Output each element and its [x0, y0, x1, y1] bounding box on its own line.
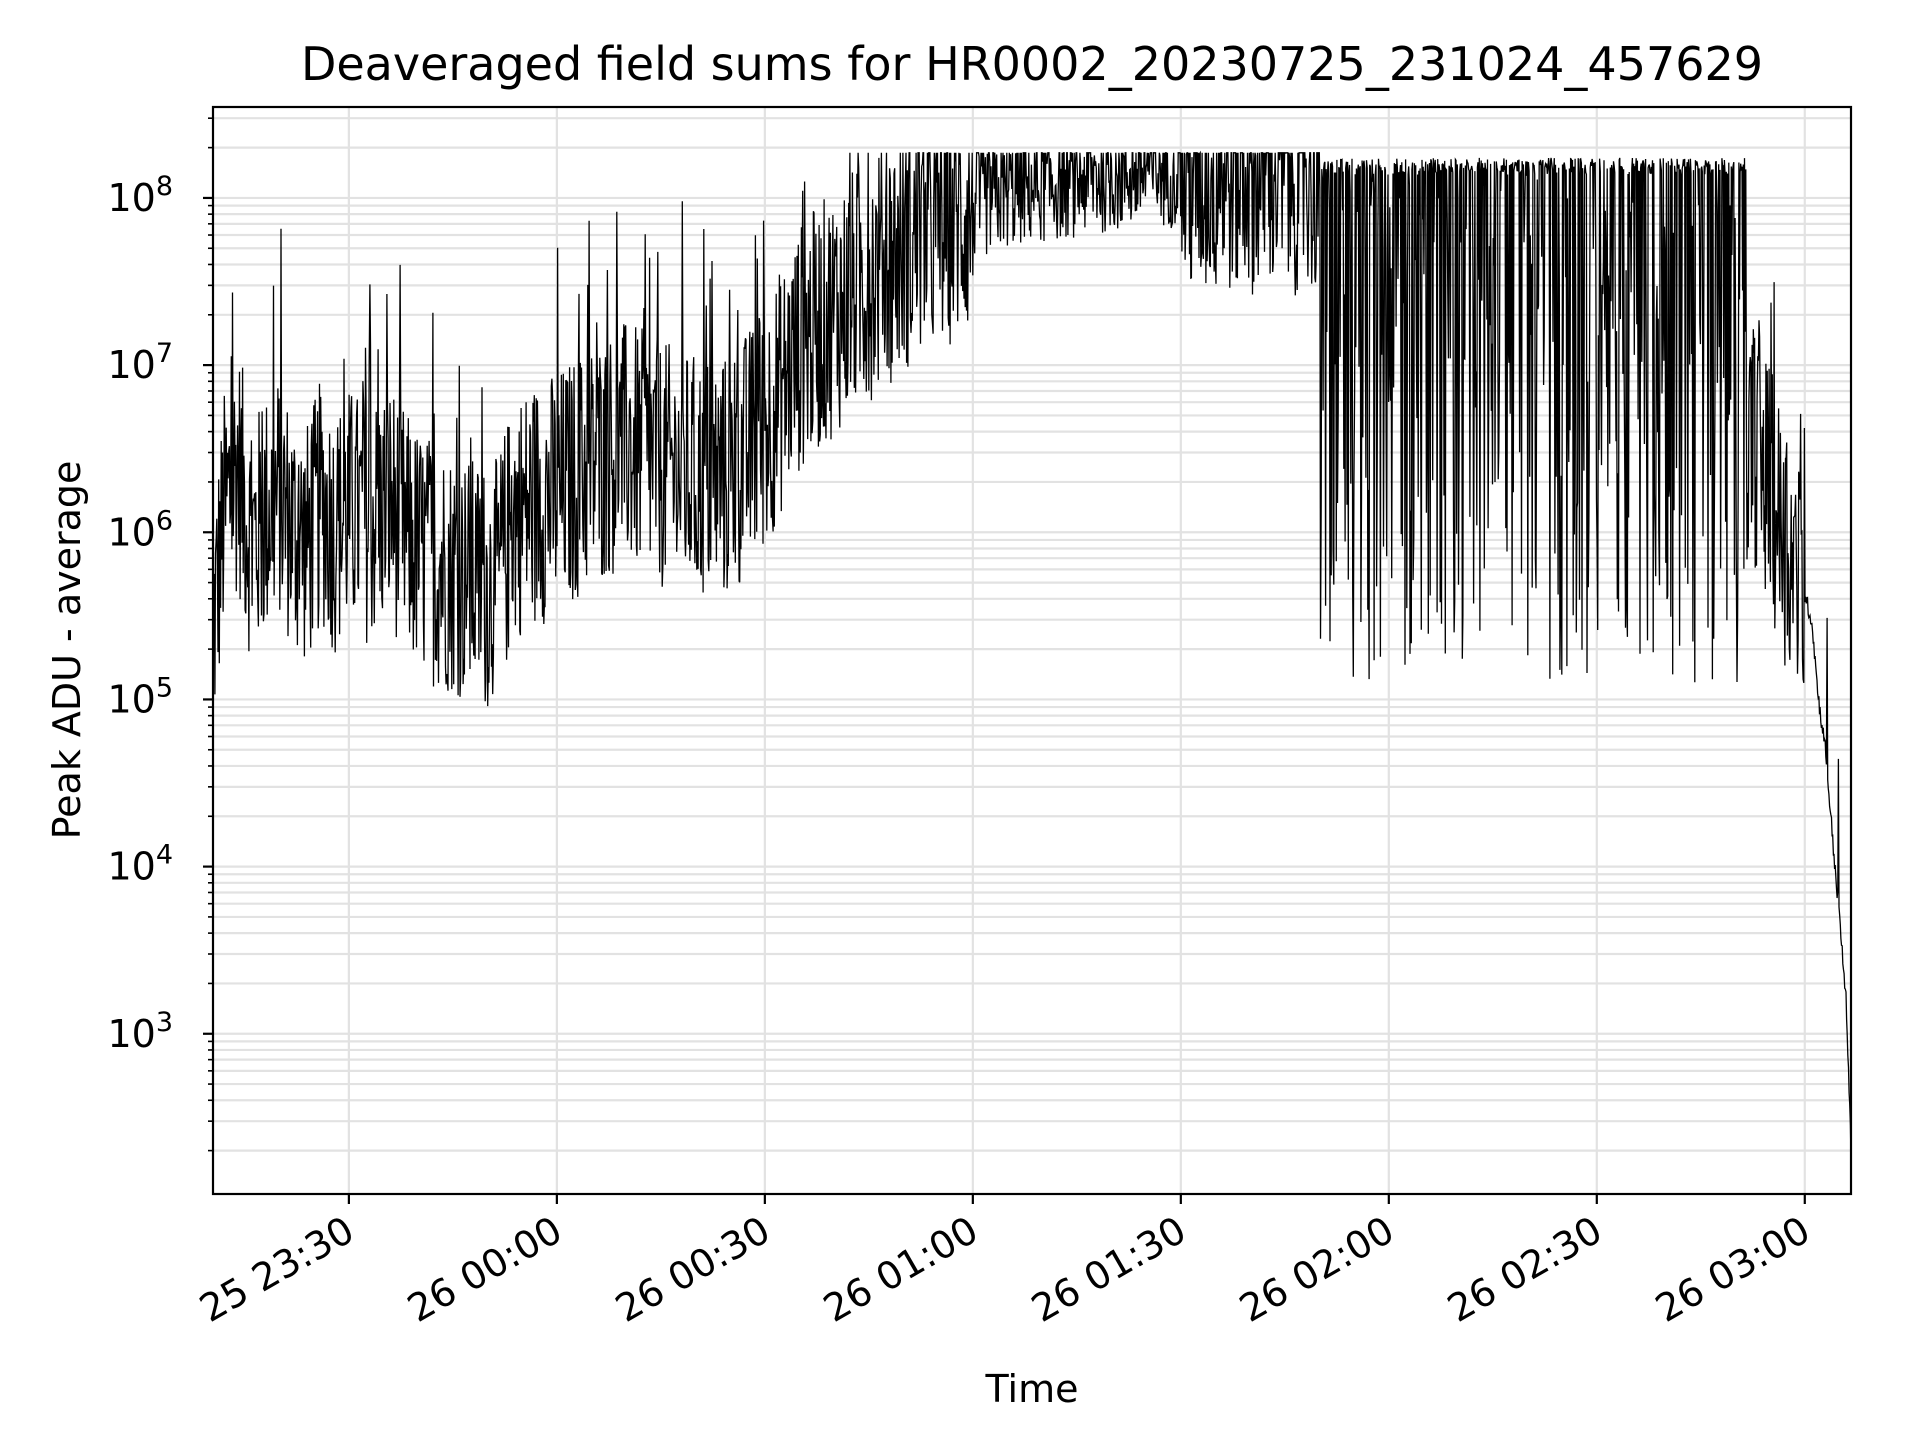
y-tick-label: 105 — [107, 672, 173, 721]
data-line-layer — [213, 150, 1851, 1160]
y-axis-label: Peak ADU - average — [45, 461, 89, 840]
plot-frame — [211, 105, 1853, 1196]
chart-title: Deaveraged field sums for HR0002_2023072… — [301, 37, 1763, 91]
y-tick-label: 108 — [107, 171, 173, 220]
y-tick-label: 104 — [107, 840, 173, 889]
y-tick-label: 106 — [107, 505, 173, 554]
data-series-line — [213, 150, 1851, 1160]
y-tick-label: 107 — [107, 338, 173, 387]
y-tick-label: 103 — [107, 1007, 173, 1056]
x-axis-label: Time — [985, 1367, 1079, 1411]
